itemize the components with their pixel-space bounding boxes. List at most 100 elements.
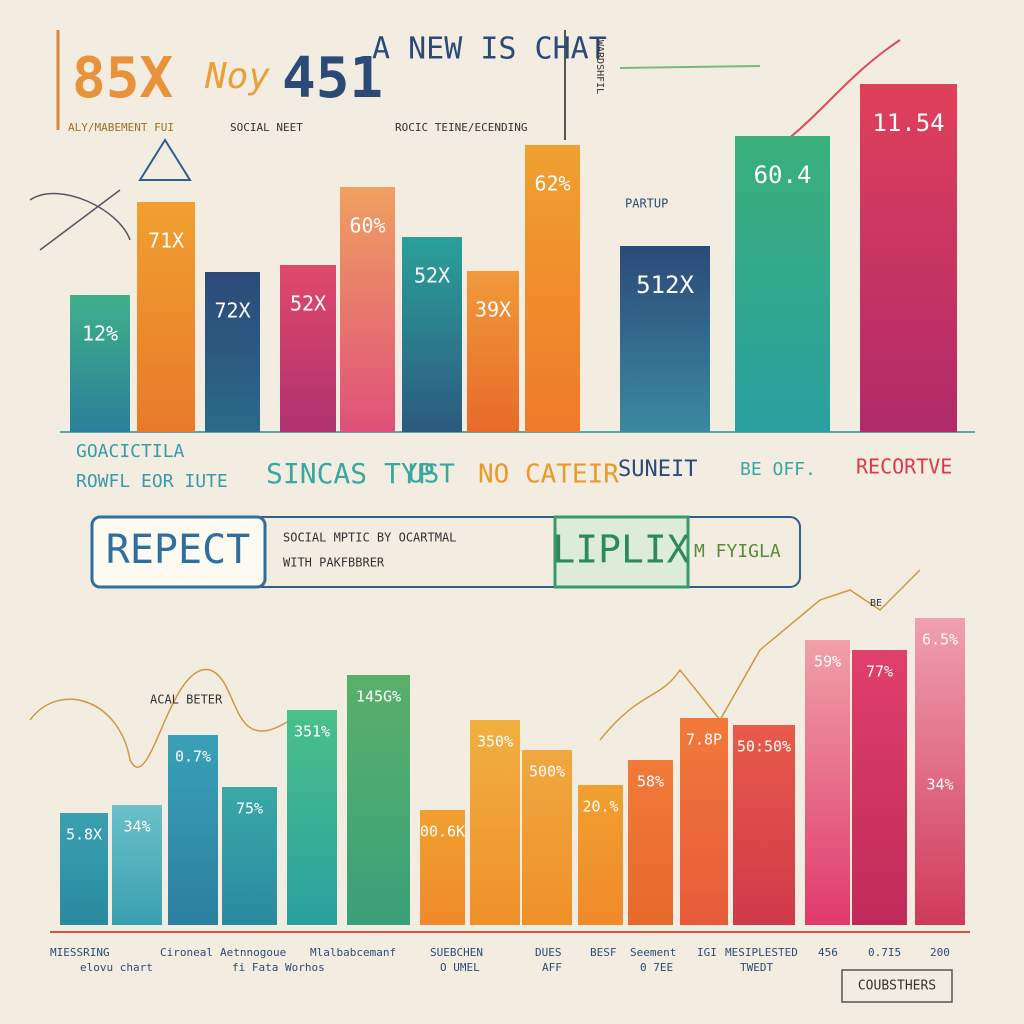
- bar-label: 34%: [123, 818, 150, 836]
- subtitle: ROCIC TEINE/ECENDING: [395, 121, 527, 134]
- bar-label: 7.8P: [686, 731, 722, 749]
- category-label: SUEBCHEN: [430, 946, 483, 959]
- subtitle: ALY/MABEMENT FUI: [68, 121, 174, 134]
- category-label: 0.7I5: [868, 946, 901, 959]
- bar-label: 71X: [148, 229, 184, 253]
- bar: [420, 810, 465, 925]
- bar: [402, 237, 462, 432]
- bar: [620, 246, 710, 432]
- bar: [60, 813, 108, 925]
- category-label: 456: [818, 946, 838, 959]
- headline: Noy: [204, 56, 270, 97]
- category-label: BESF: [590, 946, 617, 959]
- bar: [735, 136, 830, 432]
- bar: [280, 265, 336, 432]
- bar-label: 350%: [477, 733, 513, 751]
- bar: [733, 725, 795, 925]
- bar: [70, 295, 130, 432]
- headline: 451: [282, 46, 383, 111]
- bar: [805, 640, 850, 925]
- bar: [467, 271, 519, 432]
- bar-label: 50:50%: [737, 738, 791, 756]
- bar: [525, 145, 580, 432]
- category-label: SINCAS TYP: [266, 457, 435, 490]
- bar: [205, 272, 260, 432]
- bar-label: 00.6K: [420, 823, 465, 841]
- category-label: O UMEL: [440, 961, 480, 974]
- category-label: 0 7EE: [640, 961, 673, 974]
- bar-label: 58%: [637, 773, 664, 791]
- category-label: Seement: [630, 946, 676, 959]
- banner-box: [553, 515, 690, 589]
- banner-title: LIPLIX: [552, 528, 689, 572]
- banner-title: REPECT: [106, 527, 251, 573]
- headline: 85X: [72, 46, 173, 111]
- category-label: Cironeal: [160, 946, 213, 959]
- bar-label: 77%: [866, 663, 893, 681]
- bar-label: 75%: [236, 800, 263, 818]
- subtitle: SOCIAL NEET: [230, 121, 303, 134]
- trend-line: [29, 569, 921, 768]
- bar-label: 52X: [290, 292, 326, 316]
- bar-label: 60.4: [754, 161, 812, 189]
- category-label: IGI: [697, 946, 717, 959]
- bar-label: 145G%: [356, 688, 401, 706]
- footer-label: COUBSTHERS: [858, 979, 936, 994]
- house-icon: [138, 138, 192, 181]
- bar: [112, 805, 162, 925]
- bar-label: 500%: [529, 763, 565, 781]
- bar-label: 59%: [814, 653, 841, 671]
- annotation: BE: [870, 598, 882, 609]
- banner-text: M FYIGLA: [694, 541, 781, 562]
- bar-label: 6.5%: [922, 631, 958, 649]
- category-label: DUES: [535, 946, 562, 959]
- bar: [222, 787, 277, 925]
- category-label: GOACICTILA: [76, 441, 185, 462]
- side-label: WARDSHFIL: [594, 40, 605, 94]
- category-label: SUNEIT: [618, 457, 697, 482]
- bar-label: 11.54: [872, 109, 944, 137]
- bar: [287, 710, 337, 925]
- category-label: UST: [408, 460, 455, 490]
- bar-label: 5.8X: [66, 826, 102, 844]
- category-label: elovu chart: [80, 961, 153, 974]
- banner-text: WITH PAKFBBRER: [283, 556, 385, 570]
- category-label: ROWFL EOR IUTE: [76, 471, 228, 492]
- bar: [915, 618, 965, 925]
- bar-label: 351%: [294, 723, 330, 741]
- category-label: NO CATEIR: [478, 460, 619, 490]
- bar: [628, 760, 673, 925]
- category-label: RECORTVE: [856, 455, 952, 479]
- annotation: PARTUP: [625, 197, 668, 211]
- bar: [470, 720, 520, 925]
- category-label: MIESSRING: [50, 946, 110, 959]
- category-label: Mlalbabcemanf: [310, 946, 396, 959]
- bar: [168, 735, 218, 925]
- bar: [680, 718, 728, 925]
- bar: [137, 202, 195, 432]
- bar-label: 39X: [475, 298, 511, 322]
- bar-label: 0.7%: [175, 748, 211, 766]
- bar: [852, 650, 907, 925]
- banner-text: SOCIAL MPTIC BY OCARTMAL: [283, 531, 456, 545]
- sketch: [29, 189, 131, 251]
- bar: [578, 785, 623, 925]
- category-label: MESIPLESTED: [725, 946, 798, 959]
- divider: [619, 65, 761, 69]
- title: A NEW IS CHAT: [372, 32, 607, 67]
- category-label: Aetnnogoue: [220, 946, 286, 959]
- annotation: ACAL BETER: [150, 693, 223, 707]
- bar: [347, 675, 410, 925]
- category-label: fi Fata Worhos: [232, 961, 325, 974]
- bar-label: 72X: [214, 299, 250, 323]
- bar-label: 52X: [414, 264, 450, 288]
- bar: [340, 187, 395, 432]
- bar: [860, 84, 957, 432]
- bar-label: 62%: [534, 172, 570, 196]
- bar-label: 60%: [349, 214, 385, 238]
- category-label: TWEDT: [740, 961, 773, 974]
- category-label: BE OFF.: [740, 459, 816, 480]
- category-label: AFF: [542, 961, 562, 974]
- bar: [522, 750, 572, 925]
